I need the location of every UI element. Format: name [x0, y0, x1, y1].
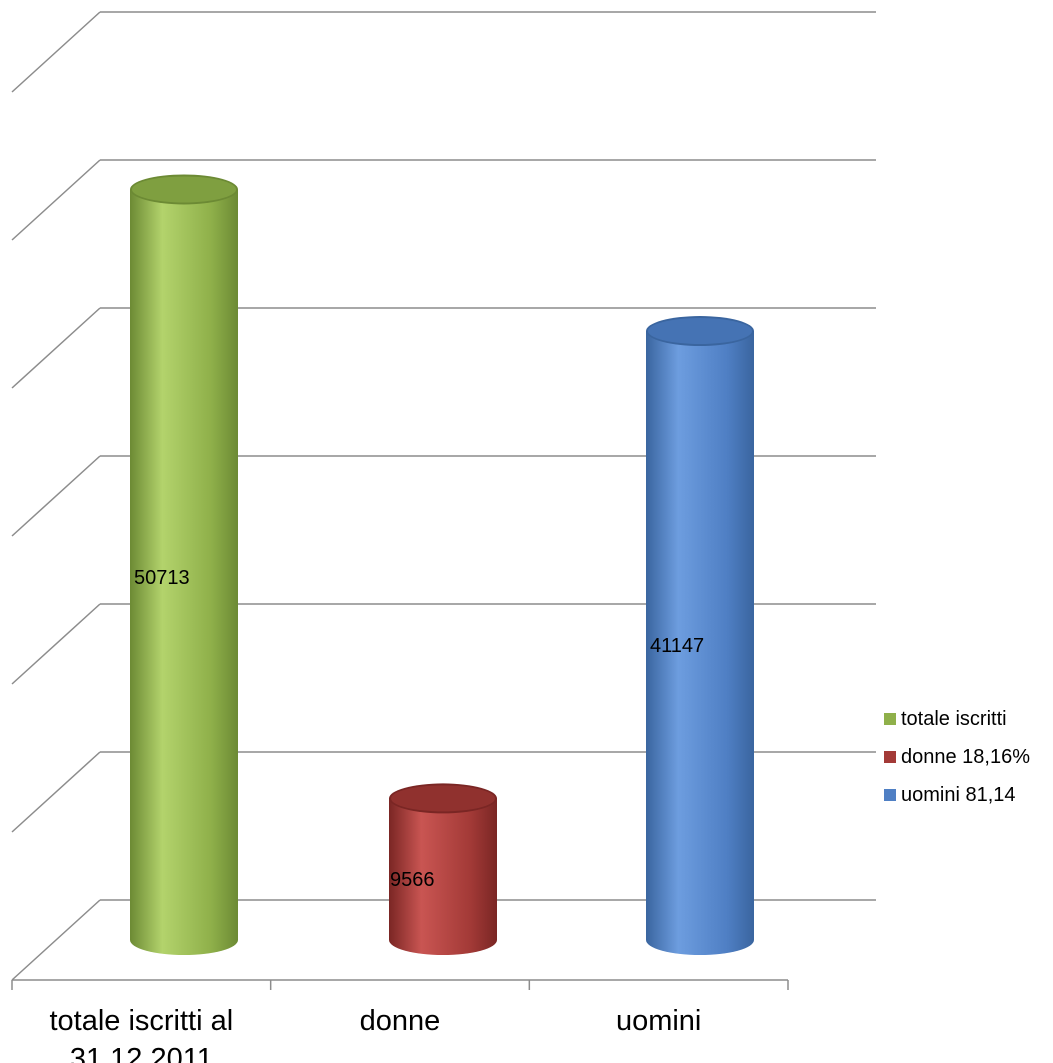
legend-swatch [884, 789, 896, 801]
bar-top-highlight [648, 318, 752, 345]
category-label-line: 31.12.2011 [70, 1043, 213, 1063]
gridline-depth [11, 11, 101, 93]
category-label-line: uomini [616, 1005, 701, 1037]
gridline-depth [11, 603, 101, 685]
legend-entry: totale iscritti [901, 708, 1007, 730]
bar [389, 783, 497, 955]
data-labels: 50713 9566 41147 [134, 567, 704, 891]
category-label-line: totale iscritti al [49, 1005, 233, 1037]
category-label: uomini [616, 1005, 701, 1037]
legend: totale iscritti donne 18,16% uomini 81,14 [884, 708, 1030, 806]
legend-swatch [884, 713, 896, 725]
bar-top-highlight [391, 785, 495, 812]
gridline-depth [11, 899, 101, 981]
bar [646, 316, 754, 955]
data-label: 41147 [650, 635, 704, 657]
gridline-depth [11, 307, 101, 389]
data-label: 50713 [134, 567, 190, 589]
bar-top-highlight [132, 176, 236, 203]
category-label-line: donne [360, 1005, 441, 1037]
gridline-depth [11, 455, 101, 537]
category-axis: totale iscritti al 31.12.2011 donne uomini [11, 979, 789, 1063]
category-label: totale iscritti al 31.12.2011 [49, 1005, 233, 1063]
gridline-depth [11, 159, 101, 241]
bar [130, 174, 238, 955]
legend-entry: donne 18,16% [901, 746, 1030, 768]
bars [130, 174, 754, 955]
bar-body [130, 189, 238, 955]
bar-body [646, 331, 754, 955]
legend-swatch [884, 751, 896, 763]
gridline-depth [11, 751, 101, 833]
data-label: 9566 [390, 869, 435, 891]
category-label: donne [360, 1005, 441, 1037]
legend-entry: uomini 81,14 [901, 784, 1016, 806]
bar-body [389, 798, 497, 955]
